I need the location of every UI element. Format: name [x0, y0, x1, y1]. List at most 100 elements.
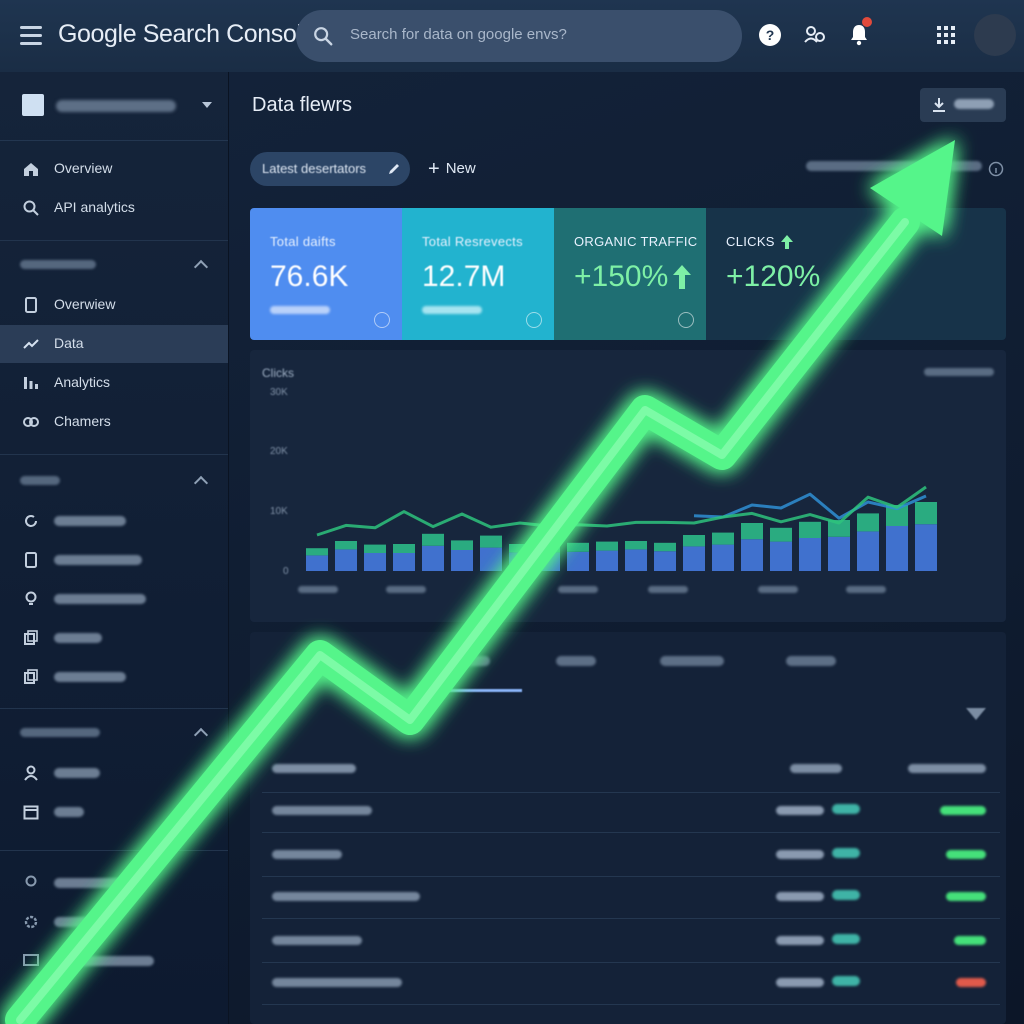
- chart-bar-top: [538, 543, 560, 553]
- chart-bar-top: [857, 513, 879, 532]
- chart-bar-base: [364, 553, 386, 571]
- chart-bar-top: [567, 542, 589, 552]
- tab-queries[interactable]: [452, 656, 490, 666]
- chart-bar-top: [335, 541, 357, 550]
- table-row-divider: [262, 832, 1000, 833]
- chart-bar-base: [828, 536, 850, 571]
- tab-channels[interactable]: [660, 656, 724, 666]
- sparkline-icon: [832, 804, 860, 814]
- chart-bar-base: [770, 541, 792, 571]
- sparkline-icon: [832, 934, 860, 944]
- chart-bar-top: [422, 533, 444, 546]
- table-cell-change: [946, 892, 986, 901]
- chart-bar-base: [625, 549, 647, 571]
- chart-bar-base: [335, 549, 357, 571]
- table-cell-traffic: [776, 936, 824, 945]
- table-row-divider: [262, 918, 1000, 919]
- table-cell-traffic: [776, 850, 824, 859]
- chart-bar-base: [857, 531, 879, 571]
- chart-bar-base: [712, 544, 734, 571]
- pencil-icon[interactable]: [386, 161, 402, 177]
- help-icon[interactable]: ?: [757, 22, 783, 48]
- app-title[interactable]: Google Search Console: [58, 20, 316, 48]
- table-cell-change: [954, 936, 986, 945]
- table-cell-query[interactable]: [272, 936, 362, 945]
- chart-bar-base: [306, 555, 328, 571]
- chart-bar-base: [741, 539, 763, 571]
- table-row-divider: [262, 876, 1000, 877]
- page-title: Data flewrs: [252, 94, 353, 116]
- new-filter-button[interactable]: + New: [428, 158, 476, 181]
- table-cell-query[interactable]: [272, 892, 420, 901]
- table-cell-change: [940, 806, 986, 815]
- filter-chip[interactable]: Latest desertators: [250, 152, 410, 186]
- caret-down-icon[interactable]: [202, 102, 212, 108]
- chart-bar-top: [480, 535, 502, 548]
- chart-bar-base: [799, 538, 821, 571]
- table-row-divider: [262, 962, 1000, 963]
- chart-bar-top: [741, 523, 763, 540]
- column-header-query[interactable]: [272, 764, 356, 773]
- filter-chip-label: Latest desertators: [262, 161, 367, 176]
- column-header-clicks-change[interactable]: [908, 764, 986, 773]
- info-icon[interactable]: [988, 161, 1004, 177]
- sidebar-item-overview[interactable]: Overview: [0, 150, 228, 188]
- chart-bar-top: [712, 532, 734, 545]
- search-bar[interactable]: Search for data on google envs?: [296, 10, 742, 62]
- chart-bar-top: [306, 548, 328, 556]
- search-input[interactable]: Search for data on google envs?: [350, 26, 567, 43]
- active-tab-indicator: [440, 689, 522, 692]
- chart-bar-top: [654, 542, 676, 552]
- chart-bar-top: [509, 544, 531, 553]
- table-row-divider: [262, 1004, 1000, 1005]
- home-icon: [24, 163, 38, 176]
- sparkline-icon: [832, 848, 860, 858]
- avatar[interactable]: [974, 14, 1016, 56]
- chart-bar-top: [799, 521, 821, 538]
- tab-news[interactable]: [556, 656, 596, 666]
- manage-users-icon[interactable]: [802, 22, 828, 48]
- chart-bar-top: [625, 541, 647, 550]
- table-cell-traffic: [776, 806, 824, 815]
- export-label: [954, 99, 994, 109]
- chart-bar-base: [451, 550, 473, 571]
- sparkline-icon: [832, 976, 860, 986]
- notifications-icon[interactable]: [846, 22, 872, 48]
- table-cell-query[interactable]: [272, 850, 342, 859]
- property-selector[interactable]: [0, 72, 228, 141]
- chart-bar-base: [654, 551, 676, 571]
- sparkline-icon: [832, 890, 860, 900]
- download-icon: [933, 98, 945, 112]
- chart-bar-base: [509, 552, 531, 571]
- hamburger-menu-icon[interactable]: [20, 26, 42, 46]
- column-header-traffic[interactable]: [790, 764, 842, 773]
- table-cell-traffic: [776, 892, 824, 901]
- new-filter-label: New: [445, 160, 476, 177]
- chart-legend: [924, 368, 994, 376]
- apps-grid-icon[interactable]: [933, 22, 959, 48]
- table-cell-query[interactable]: [272, 978, 402, 987]
- notification-badge: [862, 17, 872, 27]
- chart-bar-base: [567, 551, 589, 571]
- table-cell-change: [946, 850, 986, 859]
- chart-bar-base: [480, 547, 502, 571]
- chart-bar-base: [393, 553, 415, 571]
- chart-bar-base: [683, 546, 705, 571]
- property-name: [56, 100, 176, 112]
- top-app-bar: Google Search Console Search for data on…: [0, 0, 1024, 73]
- table-cell-traffic: [776, 978, 824, 987]
- chart-bar-top: [915, 502, 937, 525]
- export-button[interactable]: [920, 88, 1006, 122]
- table-cell-change: [956, 978, 986, 987]
- plus-icon: +: [428, 158, 440, 180]
- chart-bar-top: [770, 527, 792, 542]
- search-icon: [314, 27, 333, 46]
- tab-devices[interactable]: [786, 656, 836, 666]
- chart-bar-base: [886, 526, 908, 571]
- queries-table-panel: [250, 632, 1006, 1024]
- property-logo-icon: [22, 94, 44, 116]
- chart-bar-top: [364, 544, 386, 553]
- filter-icon[interactable]: [966, 708, 986, 720]
- chart-bar-top: [451, 540, 473, 550]
- table-cell-query[interactable]: [272, 806, 372, 815]
